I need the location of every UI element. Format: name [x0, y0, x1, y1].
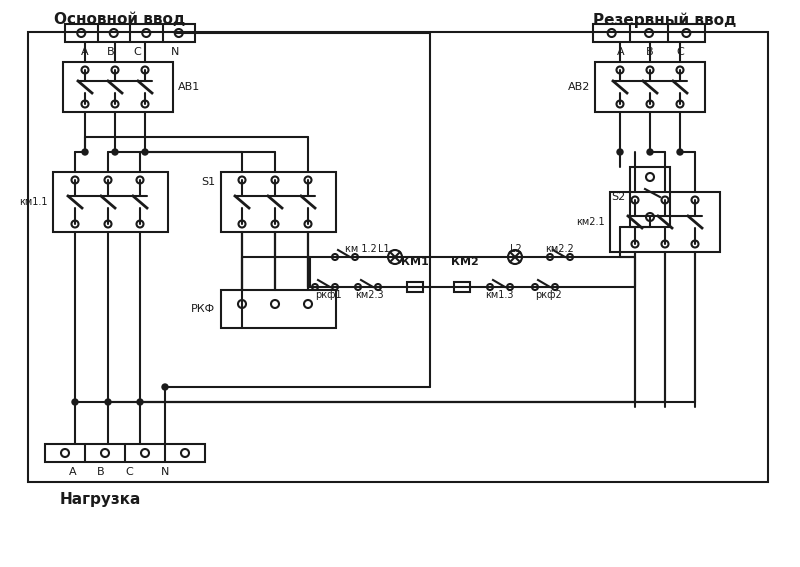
Text: C: C	[676, 47, 684, 57]
Text: B: B	[646, 47, 654, 57]
Circle shape	[617, 149, 623, 155]
Text: ркф2: ркф2	[535, 290, 562, 300]
Text: N: N	[171, 47, 179, 57]
Text: B: B	[107, 47, 115, 57]
Text: C: C	[133, 47, 141, 57]
Bar	[28, 32, 768, 482]
Text: L1: L1	[378, 244, 390, 254]
Bar	[63, 62, 173, 112]
Text: КМ2: КМ2	[451, 257, 479, 267]
Text: РКФ: РКФ	[191, 304, 215, 314]
Bar	[221, 172, 335, 232]
Circle shape	[647, 149, 653, 155]
Text: КМ1: КМ1	[401, 257, 429, 267]
Text: S2: S2	[610, 192, 625, 202]
Text: км2.2: км2.2	[545, 244, 574, 254]
Text: АВ2: АВ2	[568, 82, 590, 92]
Circle shape	[72, 399, 78, 405]
Circle shape	[112, 149, 118, 155]
Text: км2.3: км2.3	[355, 290, 384, 300]
Bar	[610, 192, 720, 252]
Text: B: B	[97, 467, 105, 477]
Text: Резервный ввод: Резервный ввод	[594, 12, 737, 28]
Bar	[593, 24, 705, 42]
Text: Нагрузка: Нагрузка	[59, 492, 141, 507]
Text: АВ1: АВ1	[178, 82, 200, 92]
Text: N: N	[161, 467, 169, 477]
Text: км2.1: км2.1	[576, 217, 605, 227]
Text: км1.1: км1.1	[19, 197, 47, 207]
Circle shape	[162, 384, 168, 390]
Circle shape	[677, 149, 683, 155]
Text: км1.3: км1.3	[485, 290, 514, 300]
Circle shape	[105, 399, 111, 405]
Bar	[53, 172, 167, 232]
Bar	[454, 282, 470, 292]
Bar	[595, 62, 705, 112]
Bar	[221, 290, 335, 328]
Text: A: A	[617, 47, 625, 57]
Bar	[45, 444, 205, 462]
Text: ркф1: ркф1	[315, 290, 342, 300]
Text: L2: L2	[510, 244, 522, 254]
Text: Основной ввод: Основной ввод	[54, 12, 186, 27]
Circle shape	[137, 399, 143, 405]
Text: км 1.2: км 1.2	[345, 244, 377, 254]
Text: S1: S1	[202, 177, 215, 187]
Text: A: A	[69, 467, 77, 477]
Bar	[407, 282, 423, 292]
Circle shape	[142, 149, 148, 155]
Circle shape	[82, 149, 88, 155]
Text: A: A	[81, 47, 89, 57]
Bar	[65, 24, 195, 42]
Bar	[630, 167, 670, 227]
Text: C: C	[125, 467, 133, 477]
